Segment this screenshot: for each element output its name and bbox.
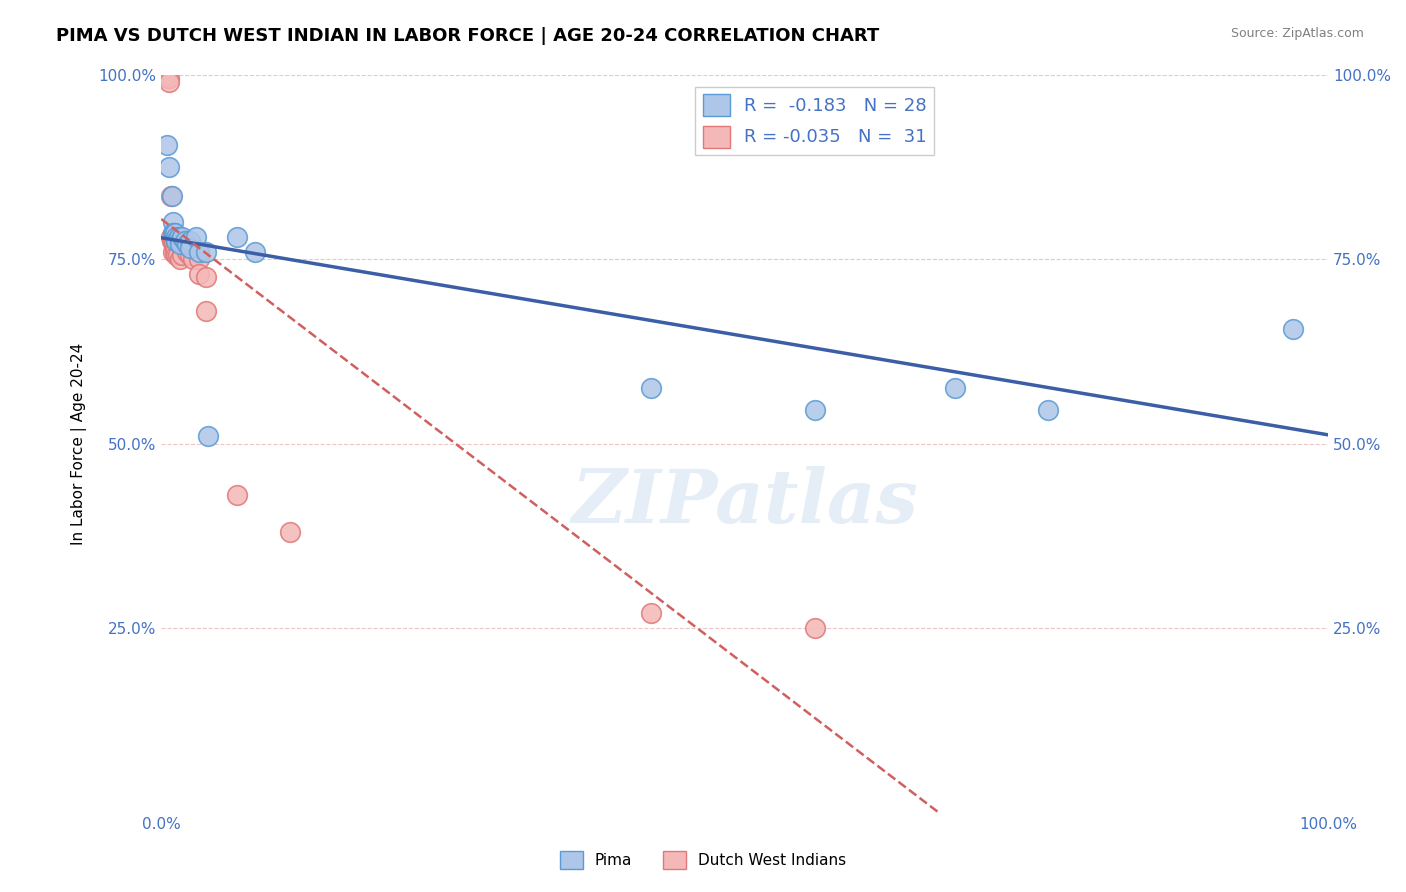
Point <box>194 270 217 285</box>
Point <box>197 429 219 443</box>
Point <box>165 230 187 244</box>
Point <box>162 215 184 229</box>
Point <box>169 234 191 248</box>
Point <box>155 68 177 82</box>
Point <box>165 244 187 259</box>
Point <box>179 248 201 262</box>
Point <box>176 244 198 259</box>
Point <box>640 381 662 395</box>
Point <box>1036 403 1059 417</box>
Point <box>157 71 180 86</box>
Point <box>159 189 181 203</box>
Point <box>176 237 198 252</box>
Point <box>160 234 183 248</box>
Point <box>803 403 825 417</box>
Point <box>163 234 186 248</box>
Point <box>1282 322 1305 336</box>
Legend: R =  -0.183   N = 28, R = -0.035   N =  31: R = -0.183 N = 28, R = -0.035 N = 31 <box>696 87 934 155</box>
Point <box>165 226 187 240</box>
Point <box>174 237 197 252</box>
Point <box>226 488 249 502</box>
Point <box>162 226 184 240</box>
Point <box>157 71 180 86</box>
Point <box>187 252 209 266</box>
Point <box>165 248 187 262</box>
Point <box>167 230 190 244</box>
Point <box>169 237 191 252</box>
Text: Source: ZipAtlas.com: Source: ZipAtlas.com <box>1230 27 1364 40</box>
Point <box>187 267 209 281</box>
Point <box>163 237 186 252</box>
Point <box>173 237 195 252</box>
Point <box>166 248 188 262</box>
Point <box>243 244 266 259</box>
Legend: Pima, Dutch West Indians: Pima, Dutch West Indians <box>554 845 852 875</box>
Point <box>156 68 179 82</box>
Point <box>181 252 204 266</box>
Text: PIMA VS DUTCH WEST INDIAN IN LABOR FORCE | AGE 20-24 CORRELATION CHART: PIMA VS DUTCH WEST INDIAN IN LABOR FORCE… <box>56 27 880 45</box>
Point <box>162 234 184 248</box>
Y-axis label: In Labor Force | Age 20-24: In Labor Force | Age 20-24 <box>72 343 87 545</box>
Point <box>186 230 208 244</box>
Point <box>162 244 184 259</box>
Point <box>640 607 662 621</box>
Point <box>160 189 183 203</box>
Text: ZIPatlas: ZIPatlas <box>571 467 918 539</box>
Point <box>169 252 191 266</box>
Point <box>187 244 209 259</box>
Point <box>159 230 181 244</box>
Point <box>165 241 187 255</box>
Point <box>179 241 201 255</box>
Point <box>194 244 217 259</box>
Point <box>157 75 180 89</box>
Point <box>157 160 180 174</box>
Point <box>173 234 195 248</box>
Point <box>226 230 249 244</box>
Point <box>194 303 217 318</box>
Point <box>172 230 194 244</box>
Point <box>172 248 194 262</box>
Point <box>179 234 201 248</box>
Point <box>163 226 186 240</box>
Point <box>278 525 301 540</box>
Point <box>165 234 187 248</box>
Point <box>156 137 179 152</box>
Point <box>803 621 825 635</box>
Point <box>943 381 966 395</box>
